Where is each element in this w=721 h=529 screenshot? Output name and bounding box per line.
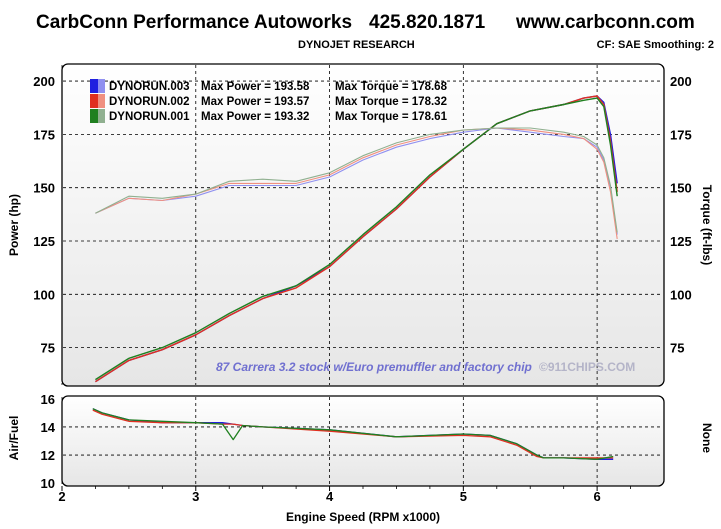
chart-subtitle: DYNOJET RESEARCH (298, 39, 415, 51)
legend-max-power: Max Power = 193.57 (201, 96, 309, 108)
legend-max-power: Max Power = 193.58 (201, 81, 310, 93)
run-annotation: 87 Carrera 3.2 stock w/Euro premuffler a… (216, 360, 532, 374)
power-tick-label: 125 (33, 234, 55, 249)
legend-max-torque: Max Torque = 178.32 (335, 96, 447, 108)
air-fuel-curves (92, 408, 614, 460)
air-fuel-tick-label: 10 (41, 476, 55, 491)
torque-curve-dynorun-003 (95, 127, 618, 235)
legend-run-name: DYNORUN.003 (109, 81, 190, 93)
rpm-tick-label: 3 (192, 489, 199, 504)
phone-number: 425.820.1871 (369, 12, 486, 33)
torque-tick-label: 100 (670, 287, 692, 302)
power-tick-label: 75 (41, 341, 55, 356)
legend-max-torque: Max Torque = 178.68 (335, 81, 448, 93)
rpm-tick-label: 4 (326, 489, 334, 504)
air-fuel-gridlines (61, 397, 663, 485)
power-tick-label: 200 (33, 74, 55, 89)
power-torque-curves (95, 95, 618, 383)
torque-axis-label: Torque (ft-lbs) (700, 185, 714, 265)
torque-curve-dynorun-001 (95, 127, 618, 233)
power-tick-label: 150 (33, 181, 55, 196)
power-torque-plot-area (61, 63, 665, 387)
torque-tick-label: 150 (670, 181, 692, 196)
air-fuel-tick-label: 14 (41, 420, 56, 435)
legend: DYNORUN.003 Max Power = 193.58 Max Torqu… (90, 79, 448, 123)
secondary-axis-none-label: None (700, 423, 714, 453)
rpm-tick-labels: 2 3 4 5 6 (58, 486, 631, 504)
legend-max-torque: Max Torque = 178.61 (335, 111, 448, 123)
power-axis-label: Power (hp) (7, 194, 21, 256)
air-fuel-curve-dynorun-001 (92, 408, 614, 460)
rpm-tick-label: 6 (593, 489, 600, 504)
company-name: CarbConn Performance Autoworks (36, 12, 352, 33)
watermark: ©911CHIPS.COM (539, 360, 635, 374)
power-curve-dynorun-001 (95, 97, 618, 381)
legend-run-name: DYNORUN.001 (109, 111, 190, 123)
torque-tick-label: 200 (670, 74, 692, 89)
torque-tick-label: 175 (670, 127, 692, 142)
air-fuel-tick-labels: 10 12 14 16 (41, 392, 56, 491)
air-fuel-tick-label: 12 (41, 448, 55, 463)
rpm-axis-label: Engine Speed (RPM x1000) (286, 510, 440, 524)
power-torque-tick-labels: 75 100 125 150 175 200 75 100 125 150 175 200 (33, 74, 691, 356)
power-curve-dynorun-002 (95, 95, 618, 383)
correction-settings: CF: SAE Smoothing: 2 (597, 39, 714, 51)
rpm-tick-label: 2 (58, 489, 65, 504)
website: www.carbconn.com (515, 12, 695, 33)
rpm-tick-label: 5 (460, 489, 467, 504)
air-fuel-plot-area (61, 395, 665, 487)
air-fuel-axis-label: Air/Fuel (7, 416, 21, 461)
power-tick-label: 100 (33, 287, 55, 302)
power-tick-label: 175 (33, 127, 55, 142)
torque-tick-label: 125 (670, 234, 692, 249)
legend-max-power: Max Power = 193.32 (201, 111, 309, 123)
torque-tick-label: 75 (670, 341, 684, 356)
air-fuel-tick-label: 16 (41, 392, 55, 407)
legend-run-name: DYNORUN.002 (109, 96, 190, 108)
